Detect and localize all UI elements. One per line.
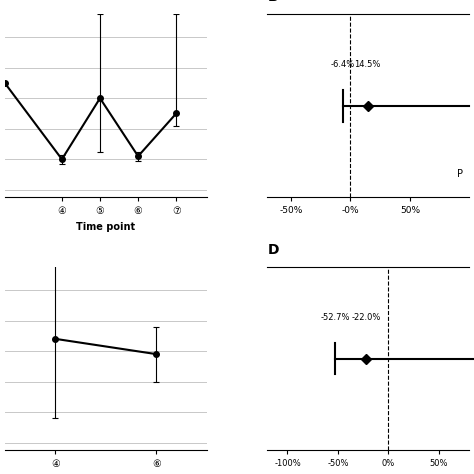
Text: B: B — [267, 0, 278, 4]
Text: -22.0%: -22.0% — [352, 313, 381, 322]
Text: P: P — [457, 169, 463, 179]
Text: -6.4%: -6.4% — [331, 60, 355, 69]
Text: 14.5%: 14.5% — [355, 60, 381, 69]
X-axis label: Time point: Time point — [76, 222, 135, 232]
Text: -52.7%: -52.7% — [320, 313, 350, 322]
Text: D: D — [267, 243, 279, 257]
